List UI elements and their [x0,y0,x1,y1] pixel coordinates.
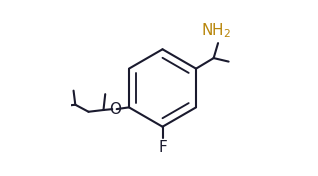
Text: NH$_2$: NH$_2$ [201,22,232,40]
Text: F: F [158,140,167,155]
Text: O: O [109,102,121,117]
